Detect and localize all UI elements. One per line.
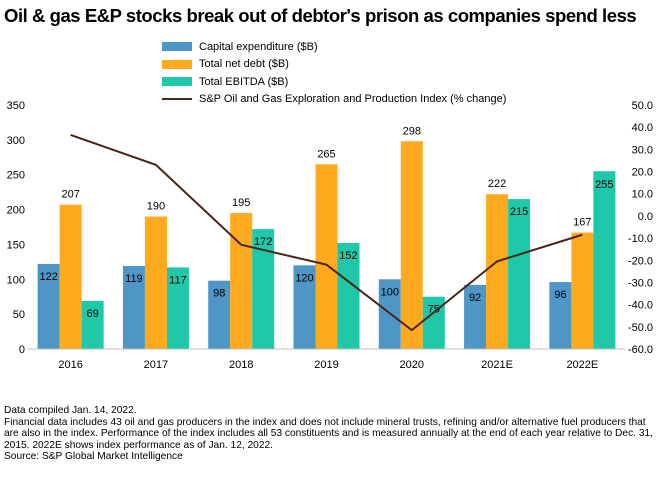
data-label: 98 <box>213 288 225 300</box>
x-tick-label: 2020 <box>400 359 424 371</box>
data-label: 195 <box>232 197 250 209</box>
x-tick-label: 2016 <box>58 359 82 371</box>
chart-plot-area: 0 50 100 150 200 250 300 350 -60.0 -50.0 -40.0 -30.… <box>0 0 660 405</box>
bar <box>145 217 167 349</box>
data-label: 117 <box>169 274 187 286</box>
y2-tick-label: -60.0 <box>628 344 653 356</box>
y-tick-label: 200 <box>7 205 25 217</box>
data-label: 69 <box>87 308 99 320</box>
x-tick-label: 2019 <box>314 359 338 371</box>
y2-tick-label: 10.0 <box>632 189 653 201</box>
y2-tick-label: -40.0 <box>628 300 653 312</box>
bar <box>486 194 508 349</box>
bar <box>508 199 530 349</box>
y2-tick-label: -30.0 <box>628 277 653 289</box>
note-date: Data compiled Jan. 14, 2022. <box>4 405 658 417</box>
chart-notes: Data compiled Jan. 14, 2022. Financial d… <box>4 405 658 463</box>
data-label: 298 <box>403 125 421 137</box>
data-label: 122 <box>39 271 57 283</box>
y-tick-label: 300 <box>7 135 25 147</box>
y-tick-label: 350 <box>7 100 25 112</box>
y2-tick-label: 0.0 <box>638 211 653 223</box>
y2-tick-label: -20.0 <box>628 255 653 267</box>
data-label: 120 <box>295 272 313 284</box>
x-tick-label: 2022E <box>566 359 598 371</box>
bar <box>571 233 593 349</box>
y2-tick-label: 50.0 <box>632 100 653 112</box>
data-label: 207 <box>61 189 79 201</box>
x-tick-label: 2017 <box>144 359 168 371</box>
data-label: 255 <box>595 179 613 191</box>
note-methodology: Financial data includes 43 oil and gas p… <box>4 417 658 452</box>
y2-tick-label: 20.0 <box>632 167 653 179</box>
data-label: 265 <box>317 148 335 160</box>
bar <box>401 141 423 349</box>
note-source: Source: S&P Global Market Intelligence <box>4 451 658 463</box>
data-label: 152 <box>339 250 357 262</box>
data-label: 96 <box>554 289 566 301</box>
y2-tick-label: -50.0 <box>628 322 653 334</box>
y-tick-label: 50 <box>13 309 25 321</box>
bar <box>316 164 338 349</box>
y-tick-label: 0 <box>19 344 25 356</box>
data-label: 190 <box>147 201 165 213</box>
y2-tick-label: 40.0 <box>632 122 653 134</box>
y-tick-label: 250 <box>7 170 25 182</box>
bar <box>60 205 82 349</box>
y2-tick-label: -10.0 <box>628 233 653 245</box>
y2-tick-label: 30.0 <box>632 144 653 156</box>
x-tick-label: 2018 <box>229 359 253 371</box>
bar <box>230 213 252 349</box>
bar <box>593 171 615 349</box>
data-label: 172 <box>254 236 272 248</box>
data-label: 119 <box>125 273 143 285</box>
data-label: 100 <box>381 286 399 298</box>
x-tick-label: 2021E <box>481 359 513 371</box>
data-label: 222 <box>488 178 506 190</box>
data-label: 92 <box>469 292 481 304</box>
y-tick-label: 150 <box>7 239 25 251</box>
data-label: 167 <box>573 217 591 229</box>
y-tick-label: 100 <box>7 274 25 286</box>
data-label: 215 <box>510 206 528 218</box>
